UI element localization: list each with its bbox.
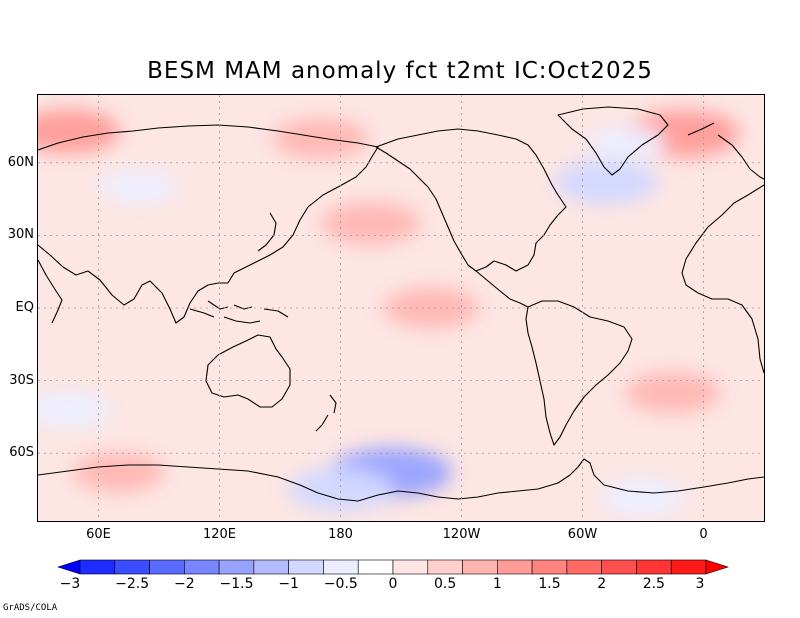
colorbar-tick-label: 0 [388,576,398,592]
lat-tick-label: 60N [7,154,34,170]
map-frame [37,94,765,522]
coast-central-america [475,270,529,308]
lon-tick-label: 180 [328,527,353,542]
colorbar-swatch [218,559,255,575]
coast-africa-east [38,259,63,324]
anomaly-east-siberian-warm [272,118,368,159]
colorbar-swatch [427,559,463,575]
colorbar-swatch [531,559,568,575]
colorbar-tick-label: −0.5 [323,576,358,592]
coast-japan [257,212,277,252]
colorbar-swatch [636,559,672,575]
colorbar-tick-label: 1 [492,576,502,592]
credit-text: GrADS/COLA [3,603,58,613]
coast-greenland [557,106,669,176]
coast-indonesia [189,300,289,324]
colorbar-swatch [114,559,150,575]
anomaly-north-pacific-warm [320,202,421,245]
lat-tick-label: 30N [7,227,34,243]
colorbar-swatch [323,559,359,575]
anomaly-antarctic-coast-warm [73,452,165,493]
anomaly-indian-ocean-cool [38,390,112,429]
coast-eurasia-north [38,124,379,284]
coast-south-asia [38,244,228,324]
colorbar-tick-label: 1.5 [538,576,561,592]
colorbar-swatch [288,559,324,575]
colorbar-tick-label: −2.5 [115,576,150,592]
colorbar-swatch [566,559,602,575]
anomaly-ross-sea-cool [288,467,393,512]
colorbar-tick-label: −1.5 [219,576,254,592]
anomaly-south-atlantic-warm [625,372,721,414]
colorbar-tick-label: −3 [59,576,81,592]
coast-new-zealand [315,394,337,432]
lon-tick-label: 120E [202,527,237,542]
lat-tick-label: EQ [15,300,34,315]
colorbar-tick-label: −1 [278,576,299,592]
colorbar-max-arrow [705,559,729,575]
anomaly-arctic-east-warm [38,109,121,154]
anomaly-greenland-cool [588,126,666,161]
colorbar-swatch [601,559,637,575]
coast-australia [205,334,291,408]
colorbar-swatch [392,559,429,575]
coast-africa-west [681,184,764,374]
lat-tick-label: 30S [9,372,34,388]
colorbar-min-arrow [57,559,81,575]
lon-tick-label: 60W [567,527,598,542]
lon-tick-label: 0 [699,527,708,542]
lat-tick-label: 60S [9,445,34,461]
map-title: BESM MAM anomaly fct t2mt IC:Oct2025 [147,58,653,84]
colorbar-swatch [253,559,289,575]
lon-tick-label: 60E [86,527,111,542]
colorbar-swatch [497,559,533,575]
colorbar-tick-label: −2 [174,576,195,592]
colorbar-tick-label: 3 [695,576,705,592]
anomaly-central-asia-cool [100,169,178,205]
colorbar-tick-label: 2 [597,576,607,592]
coast-south-america [525,300,633,446]
colorbar-swatch [79,559,116,575]
anomaly-map [38,95,764,521]
lon-tick-label: 120W [442,527,481,542]
colorbar-swatch [670,559,707,575]
colorbar-swatch [357,559,394,575]
colorbar-swatch [462,559,498,575]
anomaly-labrador-sea-cool [554,160,659,205]
coast-north-america [375,128,567,272]
anomaly-equatorial-pacific-warm [383,287,479,329]
anomaly-weddell-cool [599,477,687,516]
colorbar-swatch [149,559,185,575]
colorbar-swatch [184,559,220,575]
coast-antarctica [38,458,764,502]
colorbar-tick-label: 2.5 [642,576,665,592]
colorbar-tick-label: 0.5 [434,576,457,592]
